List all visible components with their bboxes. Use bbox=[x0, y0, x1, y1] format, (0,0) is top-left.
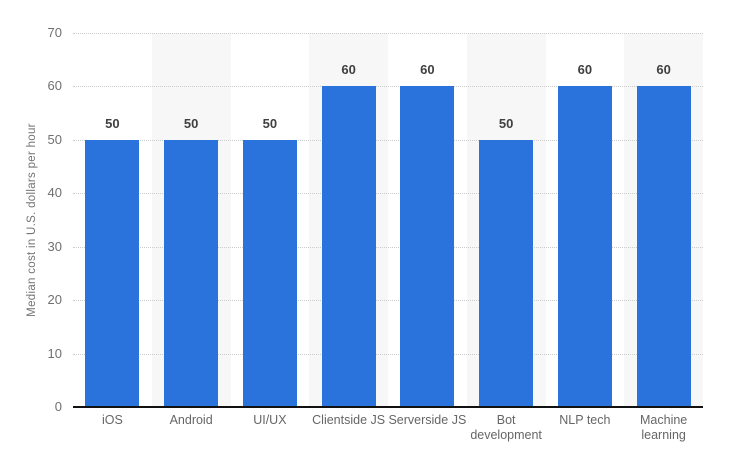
bar-bot-development[interactable] bbox=[479, 139, 534, 406]
value-label-android: 50 bbox=[183, 115, 199, 131]
x-tick-label-ui-ux: UI/UX bbox=[253, 413, 287, 427]
bar-nlp-tech[interactable] bbox=[557, 86, 612, 406]
value-label-serverside-js: 60 bbox=[420, 62, 435, 78]
x-tick-label-nlp-tech: NLP tech bbox=[559, 413, 611, 427]
gridline-30 bbox=[73, 246, 703, 248]
y-tick-label-0: 0 bbox=[54, 399, 62, 414]
gridline-50 bbox=[73, 139, 703, 141]
bar-ui-ux[interactable] bbox=[242, 139, 297, 406]
y-tick-label-60: 60 bbox=[47, 78, 62, 94]
x-tick-label-serverside-js: Serverside JS bbox=[388, 413, 467, 427]
y-tick-label-20: 20 bbox=[47, 292, 62, 308]
bar-android[interactable] bbox=[164, 139, 219, 406]
y-tick-label-70: 70 bbox=[47, 25, 62, 40]
y-tick-label-30: 30 bbox=[47, 238, 62, 254]
x-tick-label-clientside-js: Clientside JS bbox=[312, 413, 386, 427]
x-tick-label-bot-development: Bot development bbox=[470, 413, 542, 442]
value-label-ios: 50 bbox=[105, 115, 120, 131]
value-label-machine-learning: 60 bbox=[656, 62, 671, 78]
gridline-20 bbox=[73, 300, 703, 302]
value-label-nlp-tech: 60 bbox=[577, 62, 593, 78]
gridline-60 bbox=[73, 86, 703, 88]
y-tick-label-50: 50 bbox=[47, 131, 62, 147]
x-axis-line bbox=[73, 406, 703, 408]
bar-serverside-js[interactable] bbox=[400, 86, 455, 406]
gridline-70 bbox=[73, 33, 703, 34]
bar-machine-learning[interactable] bbox=[636, 86, 691, 406]
value-label-bot-development: 50 bbox=[498, 115, 514, 131]
y-tick-label-40: 40 bbox=[47, 185, 62, 201]
bar-clientside-js[interactable] bbox=[321, 86, 376, 406]
bar-ios[interactable] bbox=[85, 139, 140, 406]
x-tick-label-ios: iOS bbox=[101, 413, 123, 427]
y-tick-label-10: 10 bbox=[47, 345, 62, 361]
value-label-ui-ux: 50 bbox=[262, 115, 278, 131]
x-tick-label-android: Android bbox=[169, 413, 213, 427]
gridline-40 bbox=[73, 193, 703, 195]
gridline-10 bbox=[73, 353, 703, 355]
y-axis-title: Median cost in U.S. dollars per hour bbox=[26, 123, 38, 317]
value-label-clientside-js: 60 bbox=[341, 62, 356, 78]
x-tick-label-machine-learning: Machine learning bbox=[640, 413, 688, 442]
